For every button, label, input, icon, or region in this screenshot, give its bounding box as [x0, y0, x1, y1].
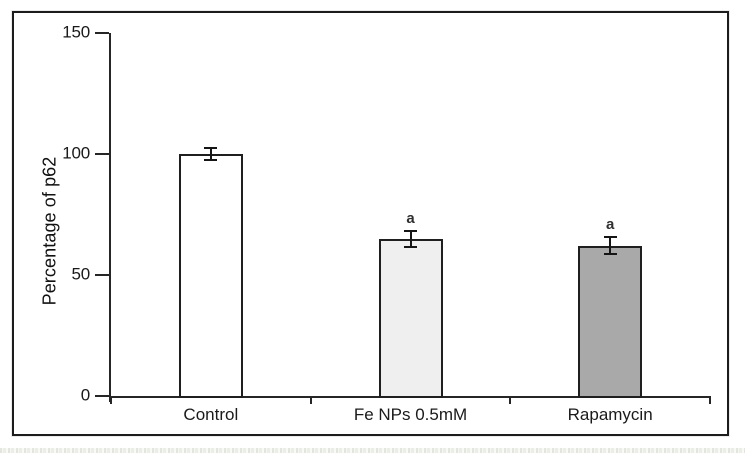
bar-rapamycin	[578, 245, 643, 398]
error-bar-cap-bottom	[404, 245, 417, 248]
error-bar-cap-top	[603, 236, 617, 239]
y-tick-label: 100	[62, 143, 90, 163]
error-bar-cap-top	[204, 146, 218, 149]
significance-label: a	[406, 209, 415, 227]
error-bar-cap-bottom	[204, 159, 218, 162]
x-category-label: Fe NPs 0.5mM	[353, 405, 468, 424]
y-tick-mark	[95, 153, 109, 155]
bar-fe-nps-0-5mm	[378, 238, 443, 398]
error-bar	[409, 230, 412, 247]
x-tick-mark	[110, 396, 112, 404]
significance-label: a	[605, 216, 615, 234]
error-bar	[609, 237, 612, 255]
y-axis	[109, 33, 111, 402]
error-bar-cap-bottom	[603, 253, 617, 256]
x-tick-mark	[509, 396, 512, 404]
bar-control	[178, 154, 243, 398]
error-bar-cap-top	[404, 229, 417, 232]
scan-artifact-strip	[0, 448, 745, 453]
y-tick-mark	[95, 32, 109, 34]
x-tick-mark	[709, 396, 711, 404]
y-tick-label: 150	[62, 22, 90, 42]
x-tick-mark	[309, 396, 312, 404]
error-bar	[209, 147, 212, 161]
y-tick-label: 0	[80, 385, 90, 405]
x-category-label: Control	[183, 405, 239, 424]
x-category-label: Rapamycin	[567, 405, 653, 424]
y-tick-label: 50	[71, 264, 90, 284]
y-tick-mark	[95, 395, 109, 397]
y-tick-mark	[95, 274, 109, 276]
